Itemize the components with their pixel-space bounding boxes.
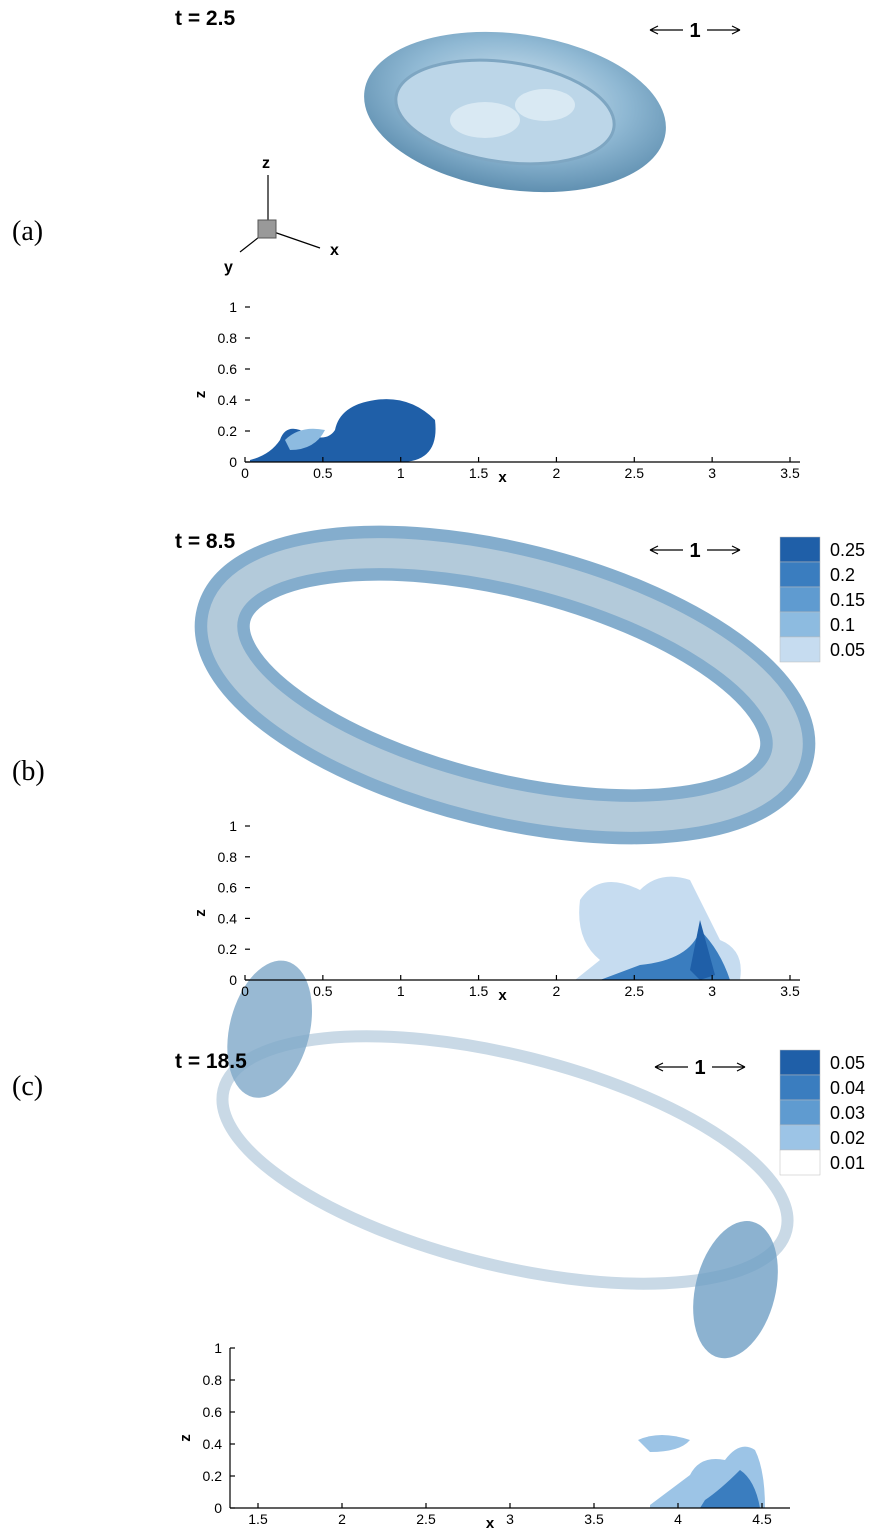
panel-label: (b) [12, 756, 45, 787]
scale-label: 1 [694, 1057, 705, 1079]
y-axis-label: z [192, 909, 209, 917]
legend-swatch [779, 536, 821, 563]
legend-label: 0.05 [830, 640, 865, 660]
y-tick-label: 0.8 [218, 849, 238, 865]
panel-title: t = 2.5 [175, 7, 235, 30]
x-tick-label: 3 [506, 1511, 514, 1527]
x-tick-label: 0 [241, 983, 249, 999]
x-tick-label: 3.5 [780, 983, 800, 999]
y-tick-label: 0.2 [218, 423, 238, 439]
panel-title: t = 8.5 [175, 530, 235, 553]
legend-label: 0.03 [830, 1103, 865, 1123]
x-tick-label: 2 [553, 983, 561, 999]
y-tick-label: 0.8 [218, 330, 238, 346]
y-tick-label: 1 [229, 299, 237, 315]
legend-swatch [779, 586, 821, 613]
x-tick-label: 2.5 [416, 1511, 436, 1527]
torus-render [364, 31, 666, 193]
legend-swatch [779, 1124, 821, 1151]
legend-swatch [779, 1074, 821, 1101]
y-tick-label: 0.4 [218, 392, 238, 408]
contour-b [575, 876, 741, 980]
y-tick-label: 1 [229, 818, 237, 834]
triad-label: y [224, 259, 233, 276]
contour-a [250, 399, 436, 462]
legend-label: 0.02 [830, 1128, 865, 1148]
legend-label: 0.15 [830, 590, 865, 610]
y-tick-label: 0 [214, 1500, 222, 1516]
legend-label: 0.25 [830, 540, 865, 560]
x-tick-label: 0 [241, 465, 249, 481]
x-tick-label: 1.5 [469, 465, 489, 481]
x-tick-label: 3.5 [584, 1511, 604, 1527]
x-tick-label: 2 [553, 465, 561, 481]
legend-swatch [779, 561, 821, 588]
legend-swatch [779, 636, 821, 663]
y-tick-label: 0.2 [203, 1468, 223, 1484]
legend-label: 0.1 [830, 615, 855, 635]
x-tick-label: 2.5 [625, 983, 645, 999]
scale-label: 1 [689, 540, 700, 562]
ring-render [194, 525, 816, 845]
x-tick-label: 1.5 [469, 983, 489, 999]
contour-c [638, 1435, 765, 1508]
y-tick-label: 0 [229, 454, 237, 470]
x-tick-label: 3 [708, 465, 716, 481]
x-tick-label: 2 [338, 1511, 346, 1527]
y-axis-label: z [192, 391, 209, 399]
panel-title: t = 18.5 [175, 1050, 247, 1073]
x-tick-label: 1.5 [248, 1511, 268, 1527]
triad-label: z [262, 155, 270, 172]
y-tick-label: 0.6 [203, 1404, 223, 1420]
legend-label: 0.05 [830, 1053, 865, 1073]
legend-swatch [779, 611, 821, 638]
x-tick-label: 0.5 [313, 983, 333, 999]
x-tick-label: 4.5 [752, 1511, 772, 1527]
x-tick-label: 4 [674, 1511, 682, 1527]
panel-label: (a) [12, 216, 43, 247]
y-tick-label: 0.4 [203, 1436, 223, 1452]
y-tick-label: 0.8 [203, 1372, 223, 1388]
x-tick-label: 1 [397, 465, 405, 481]
scale-arrow [654, 1062, 746, 1072]
x-axis-label: x [486, 1515, 495, 1528]
y-tick-label: 0 [229, 972, 237, 988]
axis-triad [239, 175, 321, 253]
scale-arrow [649, 25, 741, 35]
y-tick-label: 0.4 [218, 910, 238, 926]
legend-label: 0.01 [830, 1153, 865, 1173]
legend-swatch [779, 1049, 821, 1076]
y-tick-label: 0.2 [218, 941, 238, 957]
scale-arrow [649, 545, 741, 555]
legend-label: 0.2 [830, 565, 855, 585]
triad-label: x [330, 242, 339, 259]
scale-label: 1 [689, 20, 700, 42]
x-axis-label: x [498, 987, 507, 1004]
legend-swatch [779, 1099, 821, 1126]
x-tick-label: 2.5 [625, 465, 645, 481]
x-axis-label: x [498, 469, 507, 486]
x-tick-label: 3.5 [780, 465, 800, 481]
x-tick-label: 0.5 [313, 465, 333, 481]
y-tick-label: 0.6 [218, 880, 238, 896]
legend-swatch [779, 1149, 821, 1176]
x-tick-label: 1 [397, 983, 405, 999]
y-tick-label: 0.6 [218, 361, 238, 377]
panel-label: (c) [12, 1071, 43, 1102]
legend-label: 0.04 [830, 1078, 865, 1098]
x-tick-label: 3 [708, 983, 716, 999]
ring-render [216, 960, 794, 1359]
y-tick-label: 1 [214, 1340, 222, 1356]
y-axis-label: z [177, 1434, 194, 1442]
